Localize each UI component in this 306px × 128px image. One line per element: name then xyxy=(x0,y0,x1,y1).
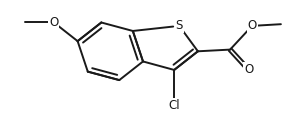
Text: O: O xyxy=(244,63,253,76)
Text: Cl: Cl xyxy=(168,99,180,112)
Text: S: S xyxy=(176,19,183,32)
Text: O: O xyxy=(49,16,58,29)
Text: O: O xyxy=(248,19,257,32)
